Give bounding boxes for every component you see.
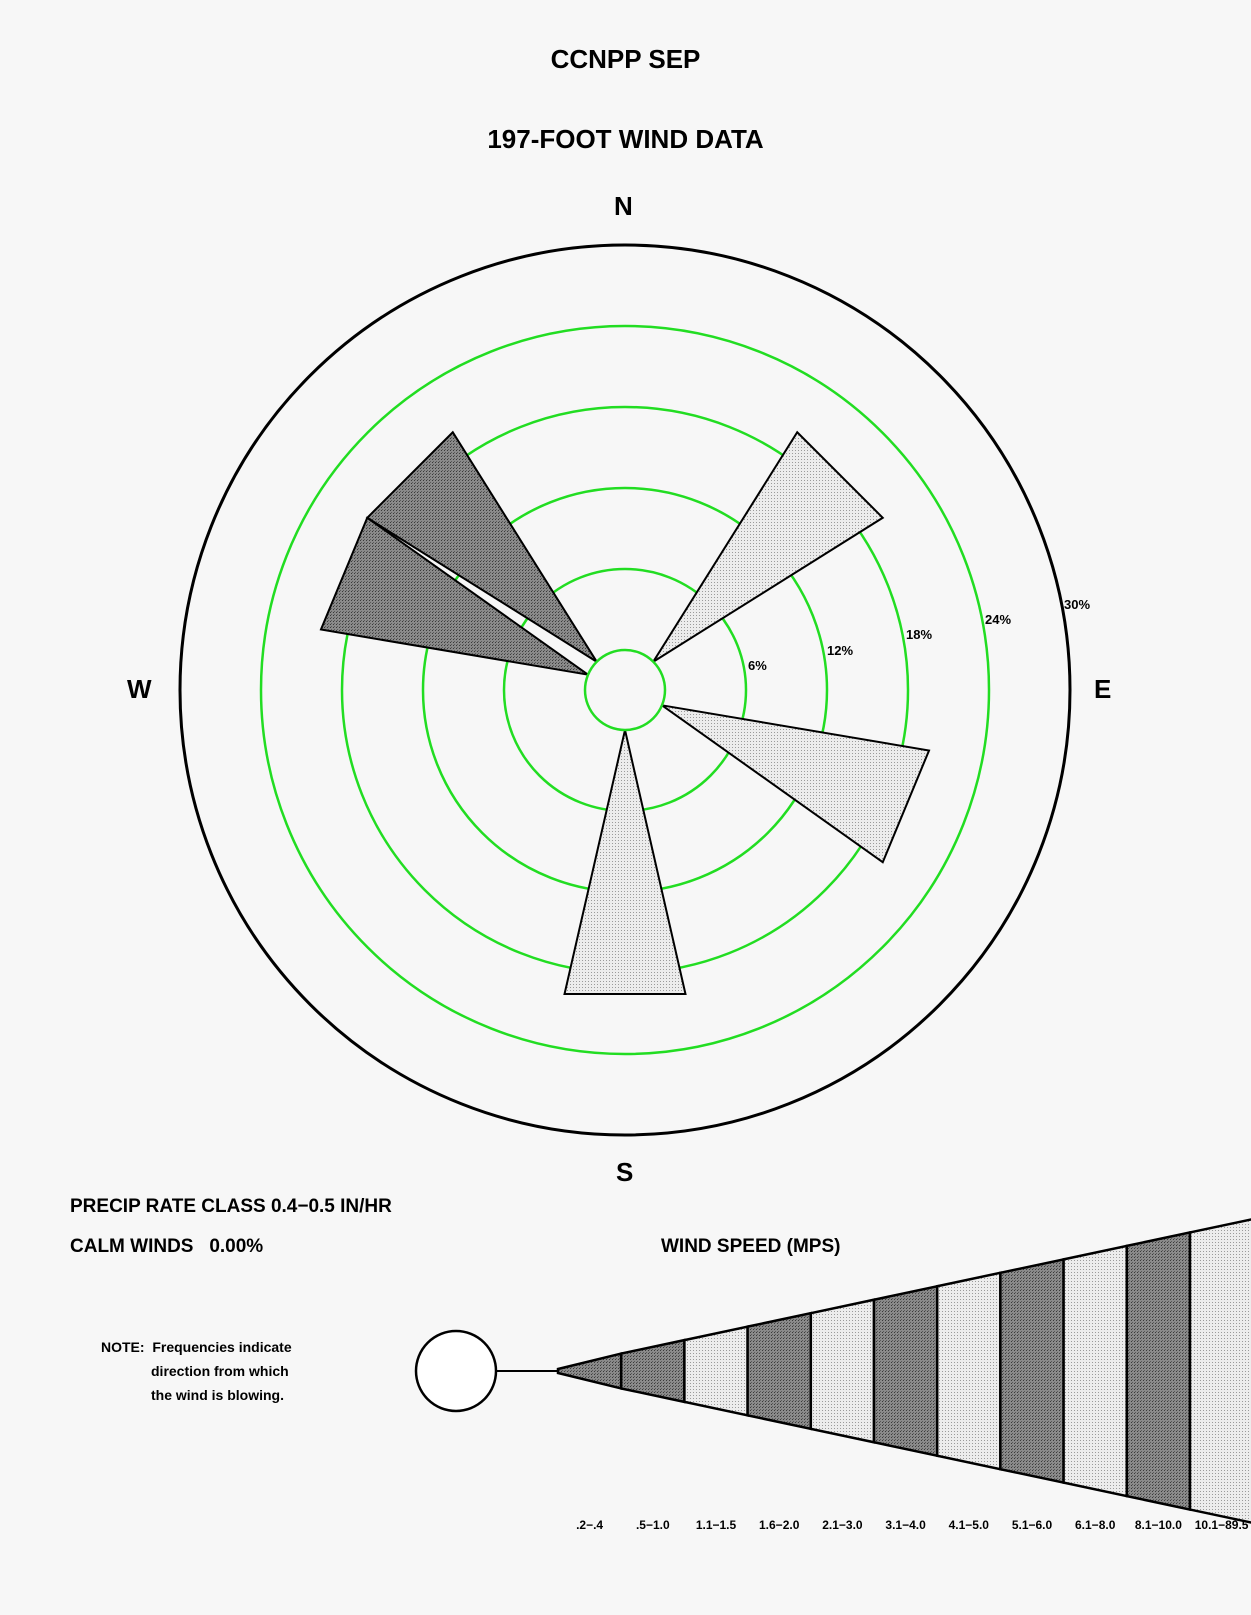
legend-speed-label: .2−.4 — [576, 1518, 604, 1532]
legend-calm-circle — [414, 1329, 498, 1413]
legend-speed-label: 5.1−6.0 — [1011, 1518, 1053, 1532]
legend-speed-segment — [1188, 1218, 1251, 1524]
ring-30-pct — [178, 243, 1072, 1137]
legend-speed-segment — [746, 1311, 813, 1431]
ring-label-6: 6% — [748, 658, 767, 673]
legend-speed-segment — [556, 1351, 623, 1391]
chart-subtitle: 197-FOOT WIND DATA — [487, 124, 764, 154]
precip-rate-class: PRECIP RATE CLASS 0.4−0.5 IN/HR — [70, 1196, 392, 1217]
note-line-3: the wind is blowing. — [151, 1387, 284, 1403]
legend-speed-label: 4.1−5.0 — [948, 1518, 989, 1532]
legend-speed-label: 1.6−2.0 — [759, 1518, 800, 1532]
legend-speed-label: 6.1−8.0 — [1075, 1518, 1116, 1532]
legend-speed-label: .5−1.0 — [635, 1518, 670, 1532]
legend-speed-label: 2.1−3.0 — [822, 1518, 863, 1532]
calm-winds: CALM WINDS 0.00% — [70, 1236, 264, 1257]
calm-center-circle — [583, 648, 667, 732]
compass-west-label: W — [127, 674, 152, 704]
ring-label-12: 12% — [827, 643, 854, 658]
note-line-2: direction from which — [151, 1363, 289, 1379]
legend-speed-segment — [619, 1338, 686, 1404]
chart-title: CCNPP SEP — [550, 44, 701, 74]
legend-speed-segment — [1125, 1230, 1192, 1512]
ring-label-18: 18% — [906, 627, 933, 642]
compass-east-label: E — [1094, 674, 1112, 704]
legend-speed-segment — [872, 1284, 939, 1458]
ring-label-24: 24% — [985, 612, 1012, 627]
compass-north-label: N — [614, 191, 633, 221]
ring-label-30: 30% — [1064, 597, 1091, 612]
compass-south-label: S — [616, 1157, 634, 1187]
petal-ne — [652, 430, 885, 663]
petal-wnw — [319, 516, 589, 676]
legend-speed-label: 1.1−1.5 — [695, 1518, 737, 1532]
note-line-1: NOTE: Frequencies indicate — [101, 1339, 292, 1355]
legend-title: WIND SPEED (MPS) — [661, 1236, 841, 1257]
legend-speed-segment — [809, 1298, 876, 1444]
ring-24-pct — [259, 324, 991, 1056]
petal-ese — [661, 704, 931, 864]
legend-speed-segment — [935, 1271, 1002, 1471]
legend-speed-label: 8.1−10.0 — [1134, 1518, 1182, 1532]
petal-s — [563, 729, 687, 996]
petal-nw — [365, 430, 598, 663]
legend-speed-label: 10.1−89.5 — [1194, 1518, 1249, 1532]
legend-speed-label: 3.1−4.0 — [885, 1518, 926, 1532]
legend-speed-segment — [683, 1325, 749, 1417]
legend-speed-segment — [1062, 1244, 1129, 1498]
legend-speed-segment — [999, 1257, 1065, 1485]
